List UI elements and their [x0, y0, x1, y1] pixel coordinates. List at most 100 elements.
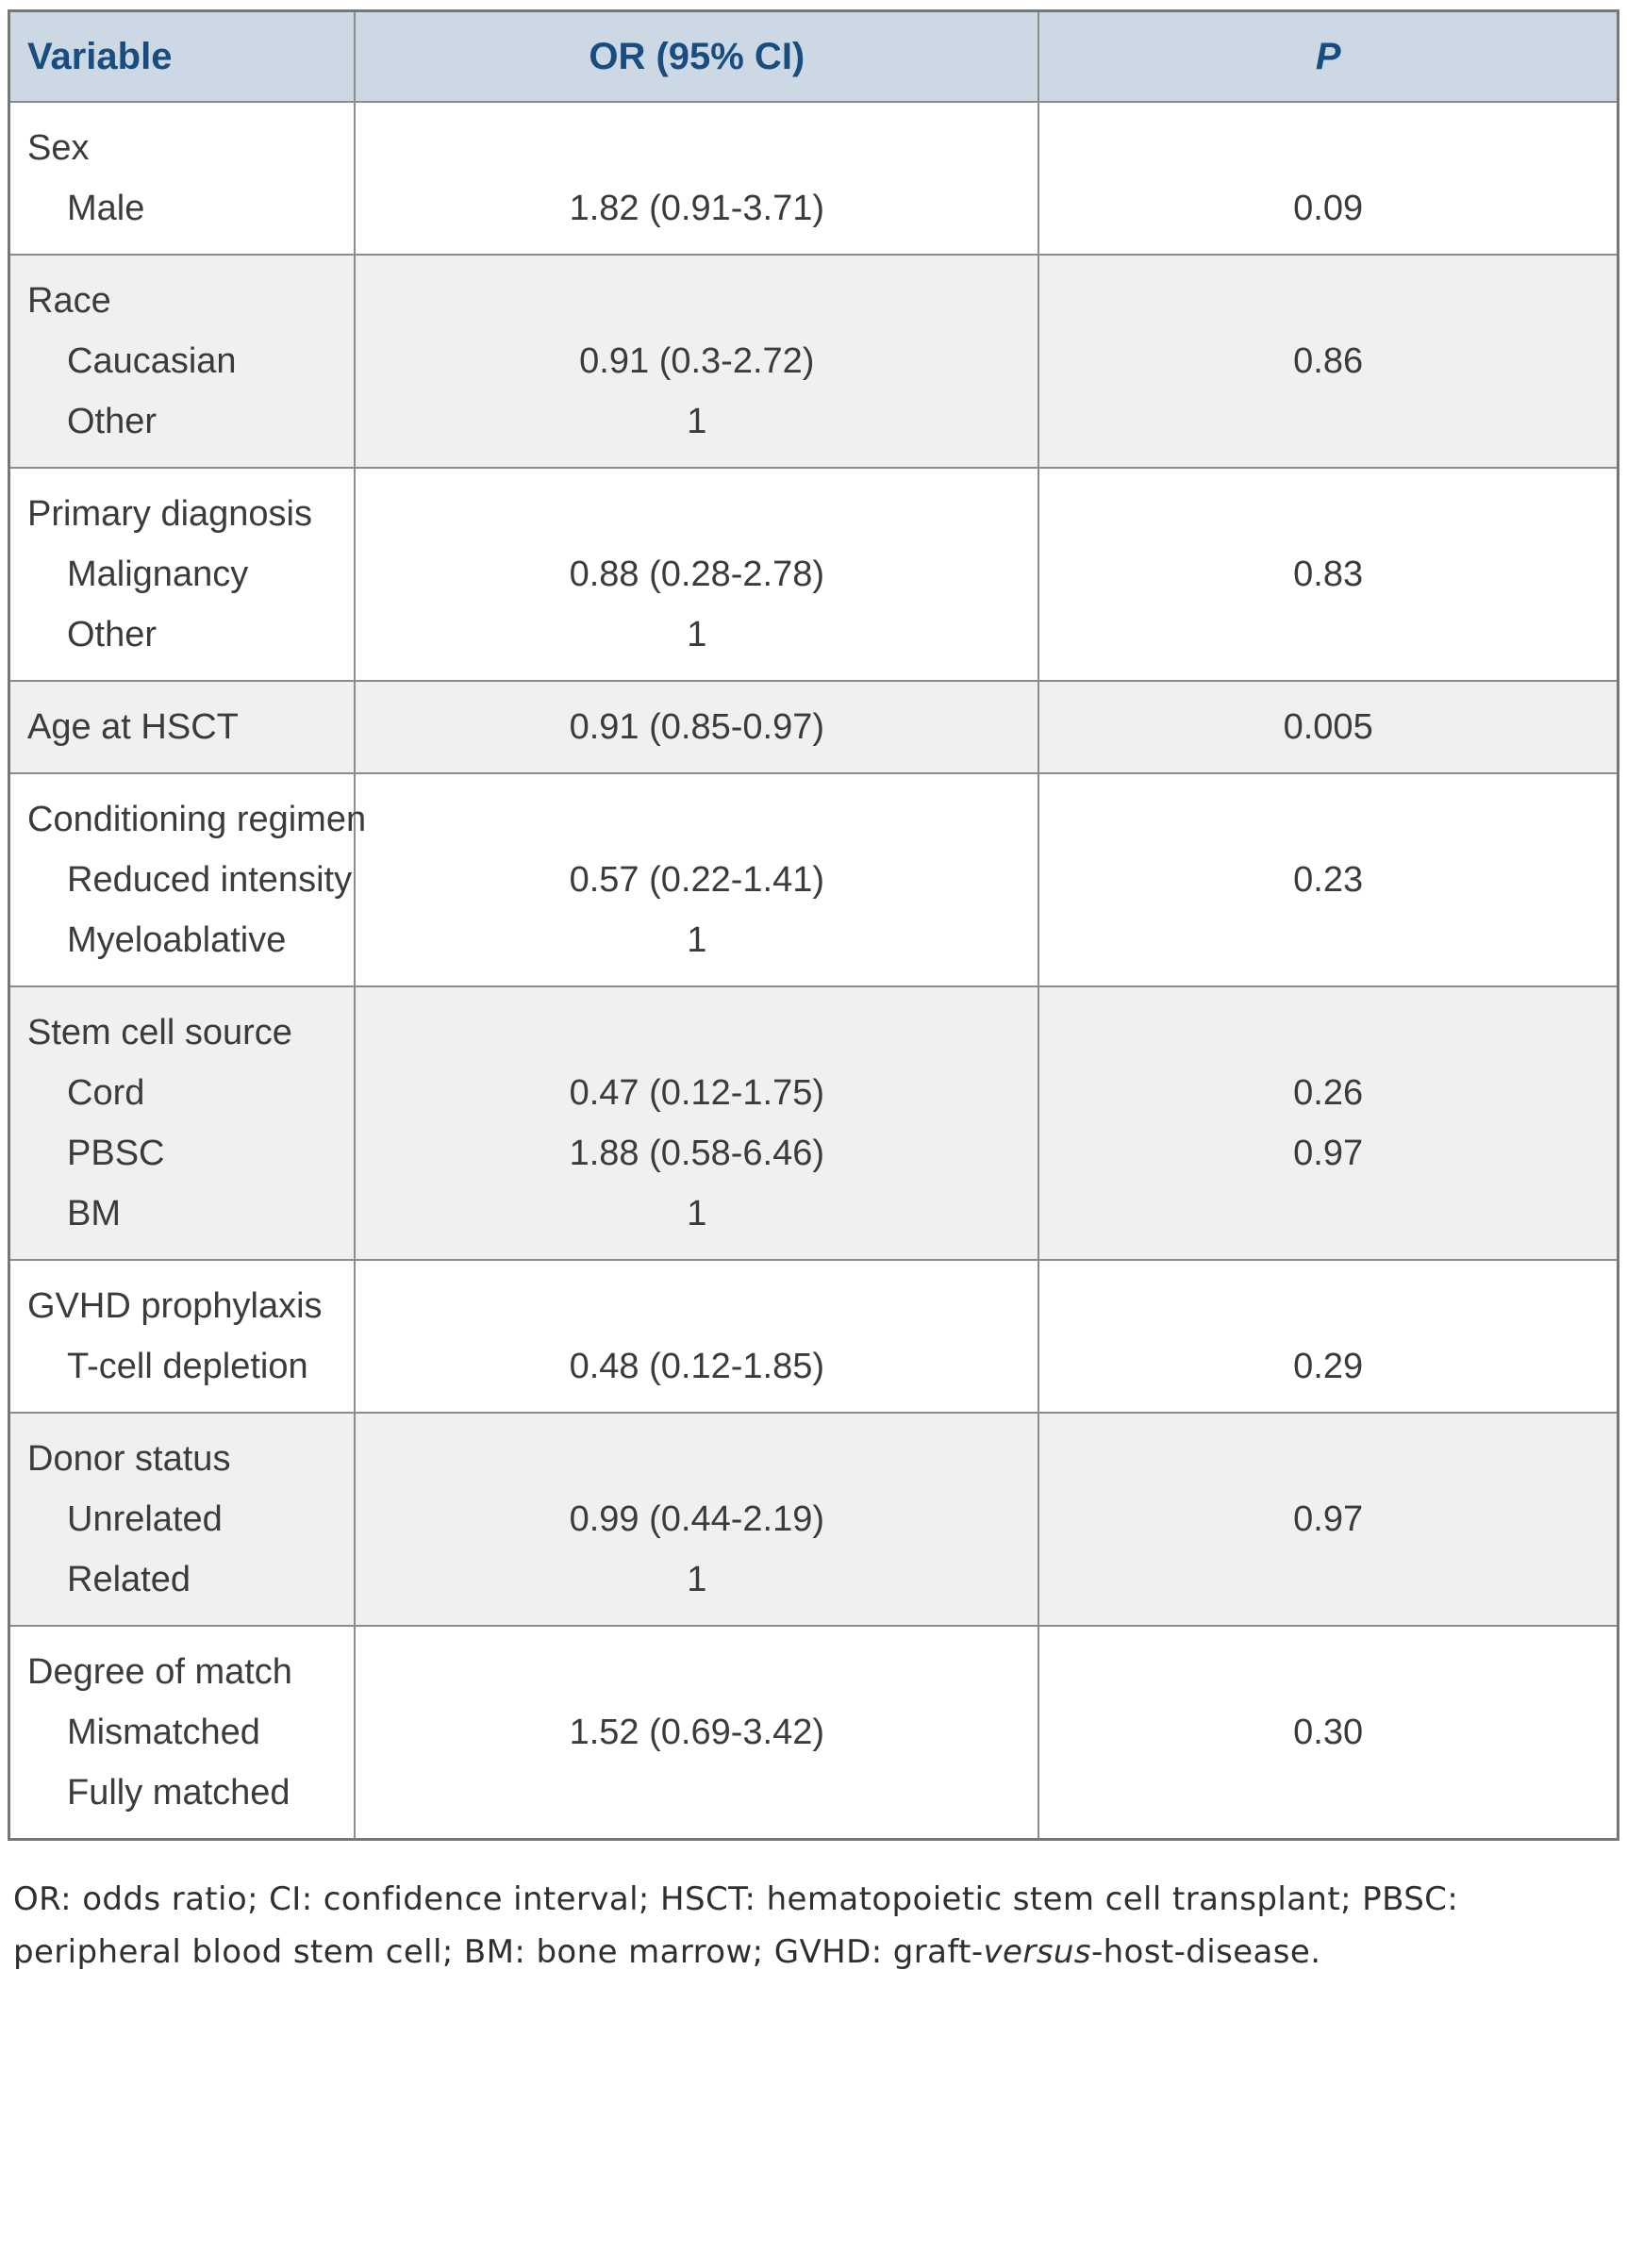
item-label: Reduced intensity	[67, 860, 353, 900]
table-row-conditioning-regimen: Conditioning regimen Reduced intensity M…	[8, 772, 1619, 987]
group-label: Sex	[27, 128, 90, 168]
table-row-donor-status: Donor status Unrelated Related 0.99 (0.4…	[8, 1412, 1619, 1627]
item-label: T-cell depletion	[67, 1347, 308, 1386]
p-value: 0.09	[1293, 189, 1364, 228]
regression-results-table: Variable OR (95% CI) P Sex Male 1.82 (0.…	[8, 9, 1619, 1841]
spacer-line	[1056, 1429, 1600, 1489]
spacer-line	[373, 118, 1021, 178]
p-value	[1056, 910, 1600, 970]
variable-cell: Donor status Unrelated Related	[8, 1412, 357, 1627]
p-cell: 0.86	[1038, 254, 1619, 469]
group-label: Conditioning regimen	[27, 800, 367, 839]
variable-cell: Race Caucasian Other	[8, 254, 357, 469]
variable-cell: Sex Male	[8, 101, 357, 256]
p-cell: 0.09	[1038, 101, 1619, 256]
item-label: Mismatched	[67, 1713, 260, 1752]
or-value: 1	[687, 1194, 707, 1233]
variable-cell: Conditioning regimen Reduced intensity M…	[8, 772, 367, 987]
footnote-italic-versus: versus	[983, 1933, 1091, 1971]
variable-cell: Degree of match Mismatched Fully matched	[8, 1625, 357, 1841]
or-cell: 0.91 (0.3-2.72) 1	[354, 254, 1040, 469]
or-cell: 0.48 (0.12-1.85)	[354, 1259, 1040, 1414]
group-label: Race	[27, 281, 111, 321]
spacer-line	[373, 484, 1021, 544]
item-label: Caucasian	[67, 341, 237, 381]
table-row-race: Race Caucasian Other 0.91 (0.3-2.72) 1 0…	[8, 254, 1619, 469]
table-row-primary-diagnosis: Primary diagnosis Malignancy Other 0.88 …	[8, 467, 1619, 682]
item-label: Cord	[67, 1073, 145, 1113]
group-label: Stem cell source	[27, 1013, 292, 1052]
p-value	[1056, 1763, 1600, 1823]
spacer-line	[1056, 118, 1600, 178]
spacer-line	[1056, 271, 1600, 331]
or-value: 1.82 (0.91-3.71)	[569, 189, 824, 228]
spacer-line	[373, 1429, 1021, 1489]
p-cell: 0.29	[1038, 1259, 1619, 1414]
or-cell: 1.52 (0.69-3.42)	[354, 1625, 1040, 1841]
p-value: 0.83	[1293, 555, 1364, 594]
group-label: Degree of match	[27, 1652, 292, 1692]
p-value: 0.29	[1293, 1347, 1364, 1386]
variable-cell: GVHD prophylaxis T-cell depletion	[8, 1259, 357, 1414]
header-row: Variable OR (95% CI) P	[8, 9, 1619, 103]
item-label: Myeloablative	[67, 920, 287, 960]
or-value	[373, 1763, 1021, 1823]
p-cell: 0.30	[1038, 1625, 1619, 1841]
or-value: 1.52 (0.69-3.42)	[569, 1713, 824, 1752]
table-row-gvhd-prophylaxis: GVHD prophylaxis T-cell depletion 0.48 (…	[8, 1259, 1619, 1414]
or-cell: 0.91 (0.85-0.97)	[354, 680, 1040, 774]
p-value: 0.30	[1293, 1713, 1364, 1752]
or-value: 0.57 (0.22-1.41)	[569, 860, 824, 900]
or-value: 0.91 (0.3-2.72)	[579, 341, 815, 381]
p-value: 0.97	[1293, 1499, 1364, 1539]
footnote-text: OR: odds ratio; CI: confidence interval;…	[13, 1880, 1459, 1971]
item-label: Malignancy	[67, 555, 249, 594]
spacer-line	[373, 1002, 1021, 1063]
p-cell: 0.97	[1038, 1412, 1619, 1627]
table-row-sex: Sex Male 1.82 (0.91-3.71) 0.09	[8, 101, 1619, 256]
item-label: Fully matched	[67, 1773, 291, 1813]
header-p-value: P	[1038, 9, 1619, 103]
footnote-text: -host-disease.	[1090, 1933, 1321, 1971]
or-value: 1	[687, 1560, 707, 1599]
or-cell: 0.99 (0.44-2.19) 1	[354, 1412, 1040, 1627]
p-cell: 0.26 0.97	[1038, 985, 1619, 1261]
item-label: BM	[67, 1194, 121, 1233]
p-value: 0.23	[1293, 860, 1364, 900]
p-value	[1056, 1549, 1600, 1610]
p-cell: 0.23	[1038, 772, 1619, 987]
variable-cell: Stem cell source Cord PBSC BM	[8, 985, 357, 1261]
group-label: Primary diagnosis	[27, 494, 312, 534]
spacer-line	[373, 1276, 1021, 1336]
or-value: 0.48 (0.12-1.85)	[569, 1347, 824, 1386]
item-label: Unrelated	[67, 1499, 223, 1539]
p-value	[1056, 391, 1600, 452]
item-label: Male	[67, 189, 145, 228]
table-row-degree-of-match: Degree of match Mismatched Fully matched…	[8, 1625, 1619, 1841]
header-or-ci: OR (95% CI)	[354, 9, 1040, 103]
group-label: GVHD prophylaxis	[27, 1286, 323, 1326]
spacer-line	[1056, 484, 1600, 544]
table-row-age-at-hsct: Age at HSCT 0.91 (0.85-0.97) 0.005	[8, 680, 1619, 774]
or-cell: 0.47 (0.12-1.75) 1.88 (0.58-6.46) 1	[354, 985, 1040, 1261]
p-value	[1056, 1184, 1600, 1244]
p-cell: 0.005	[1038, 680, 1619, 774]
spacer-line	[373, 1642, 1021, 1702]
p-value: 0.86	[1293, 341, 1364, 381]
or-cell: 0.88 (0.28-2.78) 1	[354, 467, 1040, 682]
group-label: Age at HSCT	[27, 707, 239, 747]
p-cell: 0.83	[1038, 467, 1619, 682]
table-footnote: OR: odds ratio; CI: confidence interval;…	[13, 1873, 1614, 1978]
variable-cell: Age at HSCT	[8, 680, 357, 774]
variable-cell: Primary diagnosis Malignancy Other	[8, 467, 357, 682]
spacer-line	[1056, 789, 1600, 850]
or-value: 1	[687, 615, 707, 654]
spacer-line	[1056, 1276, 1600, 1336]
header-variable: Variable	[8, 9, 357, 103]
p-value: 0.26	[1293, 1073, 1364, 1113]
or-value: 0.88 (0.28-2.78)	[569, 555, 824, 594]
item-label: Related	[67, 1560, 191, 1599]
spacer-line	[1056, 1002, 1600, 1063]
or-value: 1	[687, 920, 707, 960]
